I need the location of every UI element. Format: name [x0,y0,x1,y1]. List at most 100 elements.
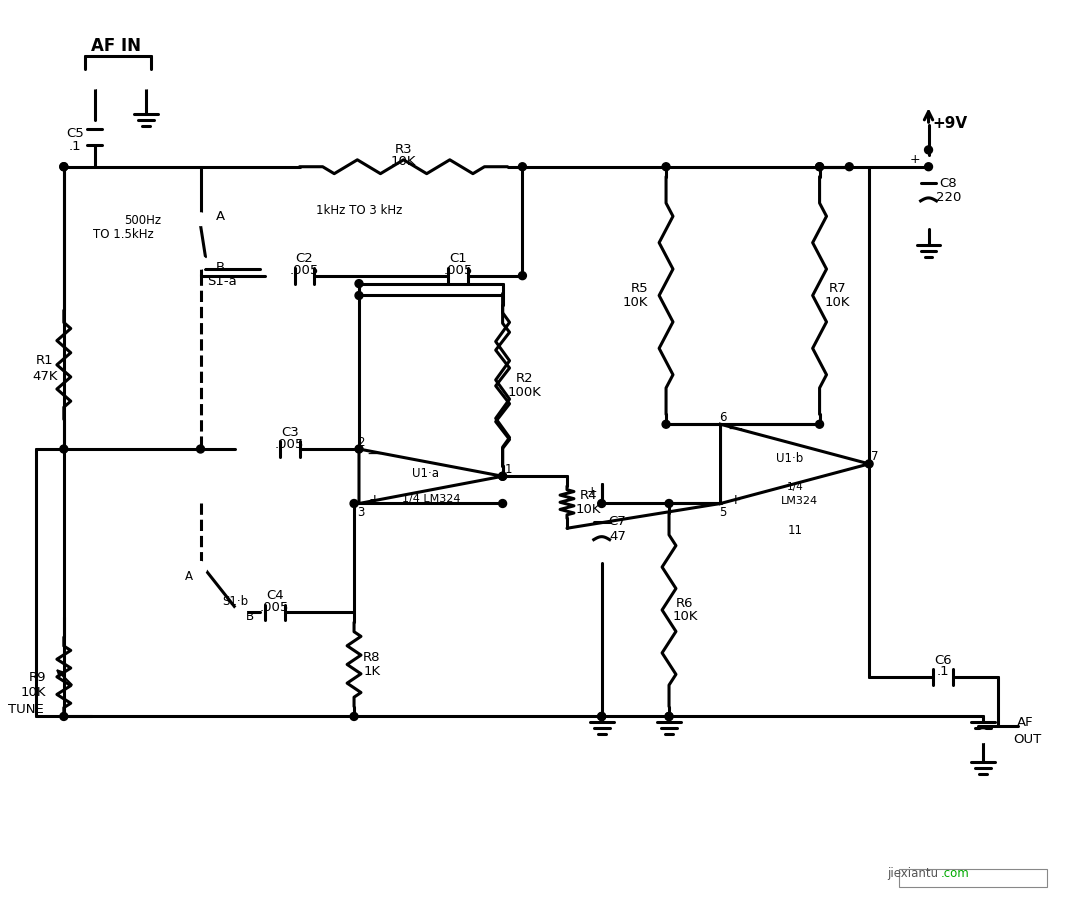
Text: C2: C2 [296,252,313,265]
Text: R9: R9 [29,671,46,684]
Circle shape [499,500,506,507]
Circle shape [235,608,246,619]
Text: —: — [728,423,742,437]
Text: C6: C6 [934,653,953,666]
Text: C5: C5 [66,126,83,139]
Circle shape [662,163,670,172]
Text: B: B [246,610,254,622]
Circle shape [60,445,67,453]
Text: S1·b: S1·b [222,594,248,608]
Circle shape [925,147,932,154]
Text: TO 1.5kHz: TO 1.5kHz [93,228,154,240]
Text: R4: R4 [580,489,597,501]
Text: R8: R8 [363,650,380,664]
Circle shape [816,163,823,172]
Text: OUT: OUT [1014,732,1041,745]
Text: B: B [216,261,225,274]
Circle shape [197,445,204,453]
Text: 1/4 LM324: 1/4 LM324 [402,494,460,504]
Text: R3: R3 [395,144,412,156]
Circle shape [1007,760,1018,771]
Text: +: + [586,485,597,498]
Circle shape [355,293,363,300]
Text: 6: 6 [719,410,726,424]
Text: TUNE: TUNE [9,703,44,715]
Circle shape [816,421,823,429]
Text: 1kHz TO 3 kHz: 1kHz TO 3 kHz [316,203,403,217]
Text: .1: .1 [68,140,81,154]
Circle shape [598,500,606,507]
Text: .005: .005 [443,264,473,277]
Text: 1K: 1K [363,665,380,677]
Text: R7: R7 [829,282,846,294]
Text: C7: C7 [609,515,627,527]
Text: 220: 220 [936,191,961,204]
Circle shape [499,473,506,480]
Text: U1·a: U1·a [412,466,439,479]
Text: 10K: 10K [623,295,648,309]
Circle shape [141,78,152,88]
Text: —: — [367,448,380,461]
Text: .com: .com [941,867,969,880]
Circle shape [518,163,527,172]
Text: A: A [216,209,225,222]
Text: C8: C8 [940,176,957,190]
Circle shape [355,445,363,453]
Circle shape [977,731,989,742]
Text: +: + [729,492,741,506]
Circle shape [665,500,673,507]
Circle shape [60,163,67,172]
Text: C4: C4 [266,589,284,601]
Text: .005: .005 [261,600,289,613]
Circle shape [60,712,67,721]
Circle shape [846,163,853,172]
Text: 11: 11 [787,523,802,536]
Text: C1: C1 [450,252,467,265]
Text: .1: .1 [937,665,949,677]
Text: 10K: 10K [672,610,697,623]
Text: C3: C3 [281,425,299,438]
Circle shape [662,421,670,429]
Text: 2: 2 [357,435,365,448]
Text: AF: AF [1018,715,1034,728]
Text: 47: 47 [609,529,626,543]
Circle shape [665,712,673,721]
Bar [899,869,1048,887]
Text: 10K: 10K [391,155,417,168]
Text: .005: .005 [274,437,304,450]
Text: U1·b: U1·b [776,452,803,465]
Circle shape [598,712,606,721]
Text: R5: R5 [630,282,648,294]
Text: 100K: 100K [507,386,541,399]
Text: +: + [368,492,379,506]
Text: 47K: 47K [32,370,58,383]
Text: jiexiantu: jiexiantu [888,867,939,880]
Circle shape [355,280,363,288]
Circle shape [195,563,206,573]
Text: .005: .005 [289,264,319,277]
Circle shape [499,473,506,480]
Circle shape [350,500,358,507]
Circle shape [89,78,100,88]
Circle shape [816,163,823,172]
Text: A: A [185,570,192,582]
Circle shape [598,712,606,721]
Circle shape [195,215,206,226]
Text: R1: R1 [36,354,53,367]
Circle shape [518,273,527,280]
Text: +: + [909,154,920,166]
Text: R6: R6 [676,596,693,609]
Text: 5: 5 [719,506,726,518]
Text: R2: R2 [516,372,533,385]
Text: AF IN: AF IN [92,37,141,55]
Circle shape [60,163,67,172]
Text: 3: 3 [358,506,364,518]
Circle shape [350,712,358,721]
Text: 10K: 10K [576,502,601,515]
Text: 1: 1 [505,462,513,475]
Text: 7: 7 [871,450,879,463]
Text: S1-a: S1-a [207,275,237,288]
Text: LM324: LM324 [781,495,818,505]
Circle shape [195,258,206,269]
Text: 500Hz: 500Hz [124,213,161,227]
